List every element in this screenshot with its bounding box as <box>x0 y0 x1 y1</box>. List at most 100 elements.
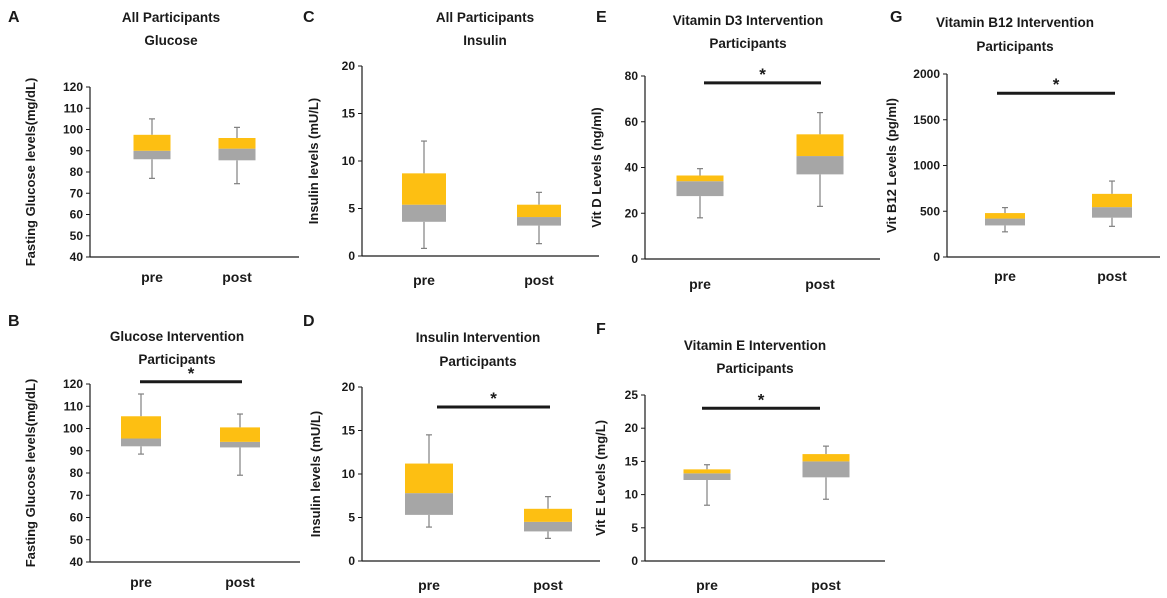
box-lower-quartile <box>683 473 731 480</box>
panel-c: C All Participants Insulin Insulin levels (… <box>303 9 599 288</box>
y-tick-label: 1000 <box>913 159 940 173</box>
y-tick-label: 100 <box>63 422 83 436</box>
panel-d: D Insulin Intervention Participants Insulin… <box>303 313 600 593</box>
y-tick-label: 15 <box>625 454 639 468</box>
box-upper-quartile <box>133 134 171 151</box>
x-tick-label: post <box>1097 268 1127 284</box>
y-tick-label: 0 <box>631 252 638 266</box>
chart-title-line: Participants <box>709 36 786 51</box>
panel-letter: F <box>596 321 606 338</box>
panel-g: G Vitamin B12 Intervention Participants Vit… <box>884 9 1160 284</box>
box-lower-quartile <box>985 218 1025 226</box>
y-axis-label: Fasting Glucose levels(mg/dL) <box>23 379 38 568</box>
y-axis-label: Insulin levels (mU/L) <box>308 411 323 537</box>
panel-b: B Glucose Intervention Participants Fasting… <box>8 313 300 590</box>
y-tick-label: 25 <box>625 388 639 402</box>
box-pre <box>402 140 446 249</box>
significance-star: * <box>1053 75 1060 94</box>
y-tick-label: 70 <box>70 186 84 200</box>
box-lower-quartile <box>133 150 171 160</box>
panel-letter: E <box>596 9 607 26</box>
chart-title-line: Glucose Intervention <box>110 329 244 344</box>
panel-f: F Vitamin E Intervention Participants Vit E… <box>593 321 885 593</box>
x-tick-label: post <box>222 269 252 285</box>
box-pre <box>683 464 731 506</box>
y-tick-label: 5 <box>348 202 355 216</box>
box-post <box>218 126 256 185</box>
x-tick-label: post <box>524 272 554 288</box>
box-upper-quartile <box>220 427 260 442</box>
y-tick-label: 0 <box>348 249 355 263</box>
y-tick-label: 110 <box>64 399 84 413</box>
box-post <box>517 191 561 245</box>
x-tick-label: pre <box>696 577 718 593</box>
y-tick-label: 40 <box>70 250 84 264</box>
y-tick-label: 50 <box>70 229 84 243</box>
panel-a: A All Participants Glucose Fasting Glucose … <box>8 9 299 285</box>
box-upper-quartile <box>218 138 256 149</box>
chart-title-line: Participants <box>439 354 516 369</box>
box-lower-quartile <box>402 204 446 222</box>
y-tick-label: 0 <box>933 250 940 264</box>
y-tick-label: 120 <box>63 377 83 391</box>
box-lower-quartile <box>524 521 572 532</box>
y-tick-label: 60 <box>625 115 639 129</box>
box-upper-quartile <box>405 463 453 494</box>
x-tick-label: post <box>225 574 255 590</box>
x-tick-label: pre <box>689 276 711 292</box>
box-post <box>524 496 572 539</box>
x-tick-label: pre <box>130 574 152 590</box>
chart-title-line: Participants <box>716 361 793 376</box>
box-pre <box>405 434 453 528</box>
box-upper-quartile <box>683 469 731 474</box>
y-tick-label: 10 <box>342 467 356 481</box>
box-pre <box>676 168 724 219</box>
panel-letter: B <box>8 313 20 330</box>
significance-star: * <box>188 364 195 383</box>
y-tick-label: 20 <box>625 206 639 220</box>
y-tick-label: 50 <box>70 533 84 547</box>
y-tick-label: 120 <box>63 80 83 94</box>
box-lower-quartile <box>796 156 844 175</box>
y-axis-label: Vit E Levels (mg/L) <box>593 420 608 536</box>
y-tick-label: 5 <box>348 511 355 525</box>
y-tick-label: 110 <box>64 101 84 115</box>
y-tick-label: 40 <box>70 555 84 569</box>
y-tick-label: 60 <box>70 208 84 222</box>
box-lower-quartile <box>121 438 161 447</box>
x-tick-label: pre <box>418 577 440 593</box>
x-tick-label: post <box>805 276 835 292</box>
y-tick-label: 20 <box>342 59 356 73</box>
chart-title-line: Vitamin E Intervention <box>684 338 826 353</box>
y-tick-label: 0 <box>631 554 638 568</box>
box-lower-quartile <box>676 181 724 197</box>
y-tick-label: 15 <box>342 107 356 121</box>
box-upper-quartile <box>402 173 446 205</box>
box-upper-quartile <box>524 508 572 522</box>
box-upper-quartile <box>1092 193 1132 208</box>
y-tick-label: 80 <box>70 466 84 480</box>
box-lower-quartile <box>802 461 850 478</box>
y-tick-label: 90 <box>70 444 84 458</box>
box-pre <box>133 118 171 179</box>
box-lower-quartile <box>220 441 260 448</box>
panel-e: E Vitamin D3 Intervention Participants Vit … <box>589 9 880 292</box>
chart-title-line: Glucose <box>144 33 198 48</box>
panel-letter: C <box>303 9 315 26</box>
y-axis-label: Insulin levels (mU/L) <box>306 98 321 224</box>
x-tick-label: pre <box>413 272 435 288</box>
box-upper-quartile <box>676 175 724 182</box>
y-tick-label: 40 <box>625 161 639 175</box>
y-tick-label: 20 <box>342 380 356 394</box>
box-lower-quartile <box>405 493 453 515</box>
y-axis-label: Fasting Glucose levels(mg/dL) <box>23 78 38 267</box>
y-tick-label: 2000 <box>913 67 940 81</box>
chart-title-line: All Participants <box>436 10 534 25</box>
x-tick-label: pre <box>994 268 1016 284</box>
box-lower-quartile <box>218 148 256 161</box>
panel-letter: D <box>303 313 315 330</box>
y-tick-label: 0 <box>348 554 355 568</box>
box-post <box>802 445 850 500</box>
significance-star: * <box>758 390 765 409</box>
